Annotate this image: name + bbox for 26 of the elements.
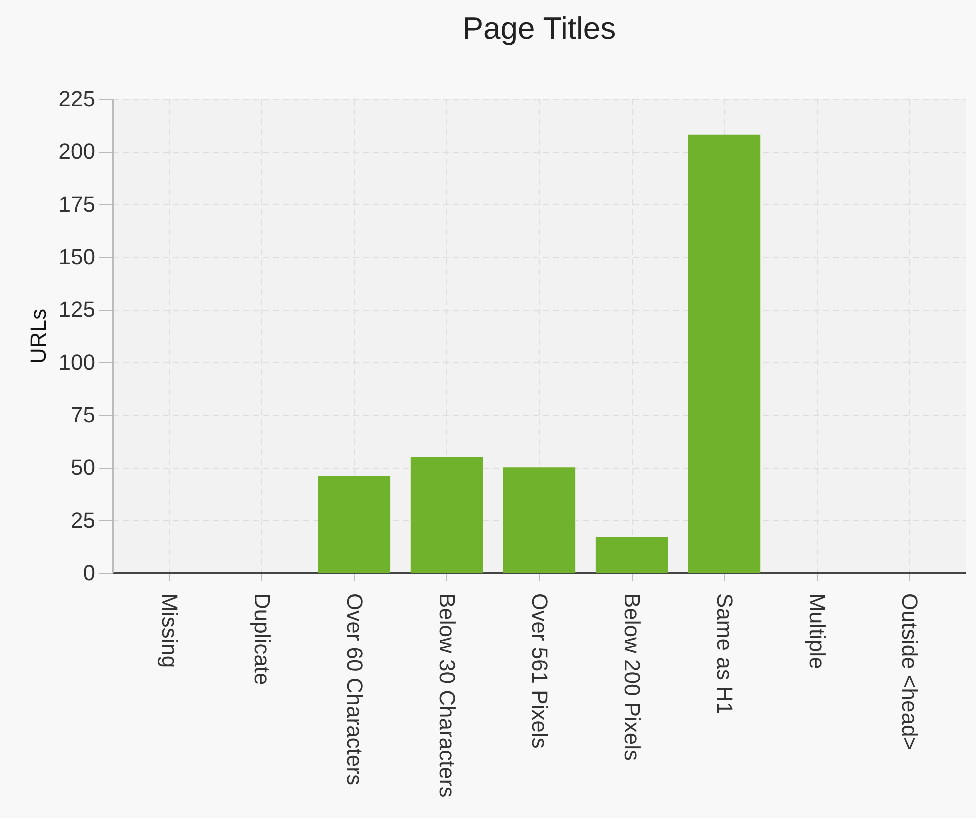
y-tick-label: 150 xyxy=(58,244,96,270)
y-axis-title: URLs xyxy=(26,308,51,364)
y-tick-label: 175 xyxy=(58,192,96,217)
bar xyxy=(688,134,761,573)
y-tick-label: 0 xyxy=(83,560,96,586)
chart-title: Page Titles xyxy=(462,11,616,46)
x-tick-label: Below 30 Characters xyxy=(434,594,460,798)
x-tick-label: Multiple xyxy=(805,594,830,670)
x-tick-label: Outside <head> xyxy=(898,594,923,750)
bar xyxy=(596,537,668,573)
x-tick-label: Over 60 Characters xyxy=(342,594,368,786)
bar xyxy=(410,457,484,573)
y-tick-label: 100 xyxy=(58,350,96,375)
x-tick-label: Same as H1 xyxy=(712,594,738,715)
bar xyxy=(318,476,391,573)
y-tick-label: 25 xyxy=(71,508,96,533)
y-tick-label: 50 xyxy=(71,455,96,480)
y-tick-label: 225 xyxy=(58,86,96,112)
y-tick-label: 200 xyxy=(58,139,96,164)
bar xyxy=(503,468,576,573)
x-tick-label: Below 200 Pixels xyxy=(620,594,646,762)
x-tick-label: Missing xyxy=(157,594,182,668)
x-tick-label: Duplicate xyxy=(250,594,275,686)
y-tick-label: 125 xyxy=(58,297,96,322)
y-tick-label: 75 xyxy=(71,402,96,428)
x-tick-label: Over 561 Pixels xyxy=(528,594,552,749)
